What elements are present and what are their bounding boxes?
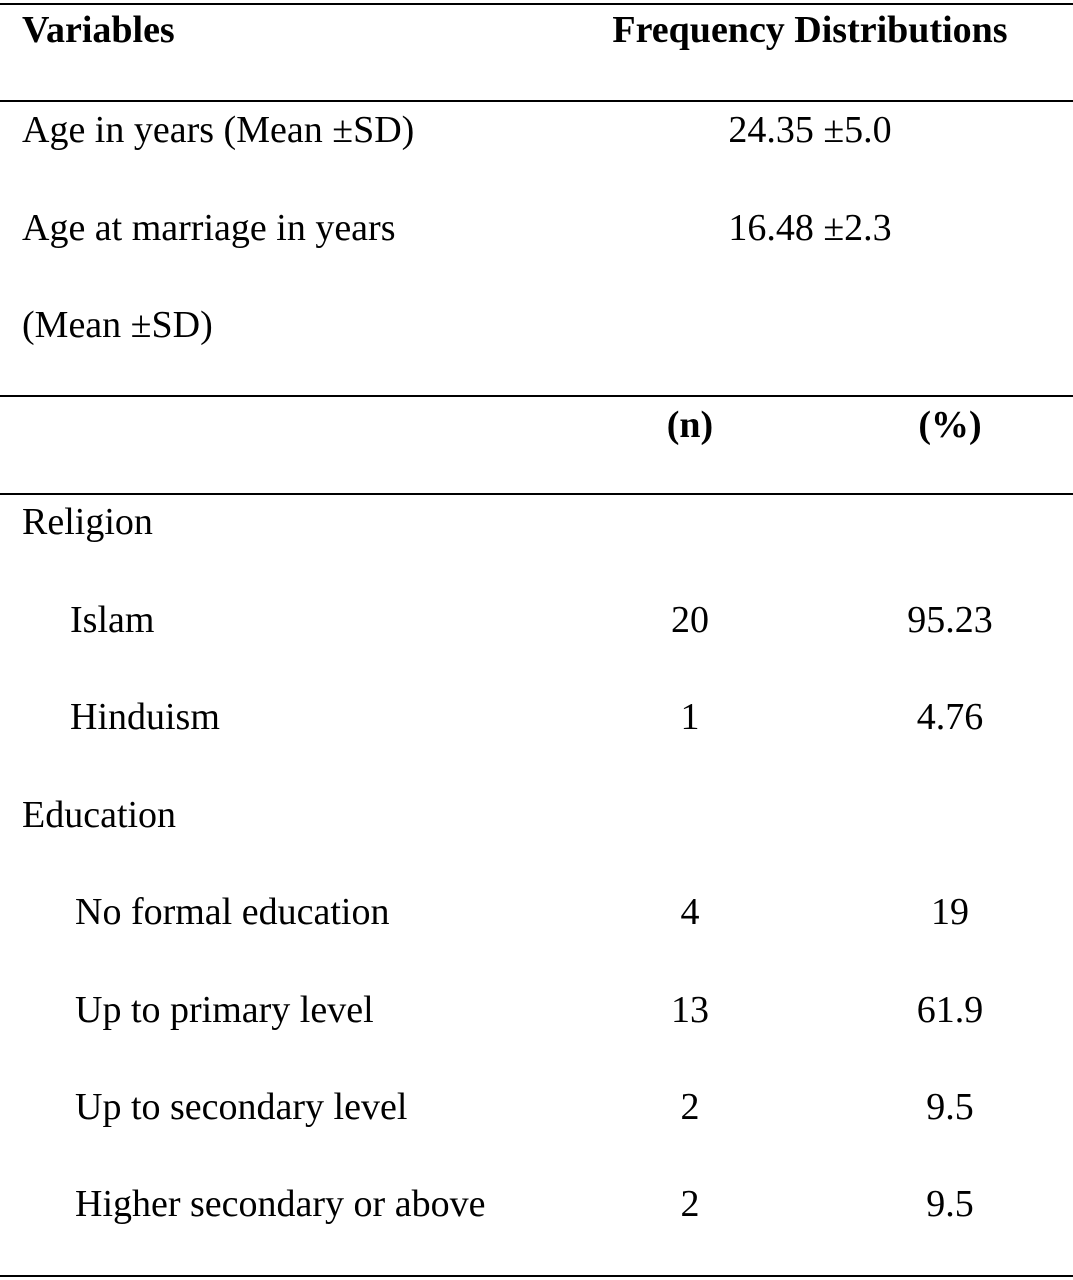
cell: 4.76 [916,696,984,738]
cell: 4 [680,891,700,933]
cell: 19 [931,891,969,933]
cell: 95.23 [907,599,993,641]
row-label: Age in years (Mean ±SD) [22,109,415,151]
row-label: Up to primary level [75,989,374,1031]
cell: 24.35 ±5.0 [728,109,892,151]
cell: 61.9 [916,989,984,1031]
row-label: Hinduism [70,696,220,738]
subheader-cell: (n) [666,404,714,446]
rule [0,100,1073,102]
cell: 20 [671,599,709,641]
header-cell: Frequency Distributions [612,9,1008,51]
cell: 2 [680,1086,700,1128]
cell: 2 [680,1183,700,1225]
row-label: Higher secondary or above [75,1183,486,1225]
row-label: No formal education [75,891,390,933]
cell: 1 [680,696,700,738]
row-label: (Mean ±SD) [22,304,213,346]
row-label: Islam [70,599,155,641]
rule [0,395,1073,397]
rule [0,3,1073,5]
cell: 9.5 [926,1086,974,1128]
row-label: Age at marriage in years [22,207,396,249]
cell: 9.5 [926,1183,974,1225]
cell: 16.48 ±2.3 [728,207,892,249]
rule [0,1275,1073,1277]
rule [0,493,1073,495]
subheader-cell: (%) [918,404,982,446]
group-label: Education [22,794,177,836]
header-cell: Variables [22,9,175,51]
group-label: Religion [22,501,153,543]
row-label: Up to secondary level [75,1086,408,1128]
cell: 13 [671,989,709,1031]
